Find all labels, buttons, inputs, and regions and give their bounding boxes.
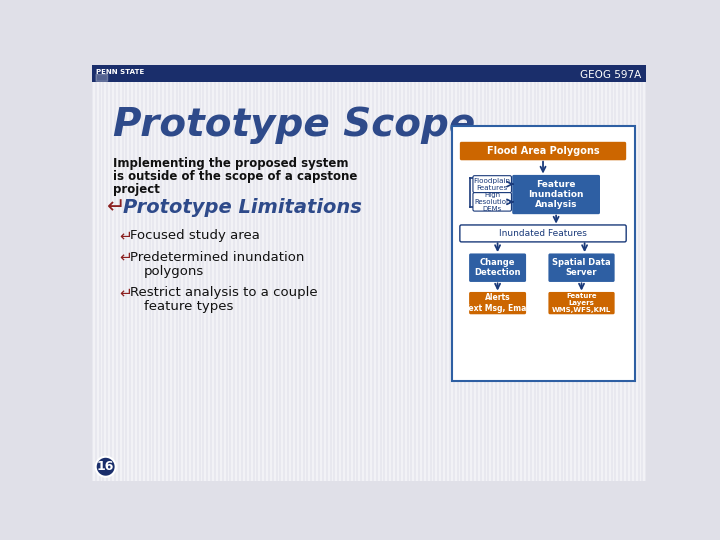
FancyBboxPatch shape [460, 225, 626, 242]
FancyBboxPatch shape [96, 75, 107, 82]
Text: polygons: polygons [144, 265, 204, 278]
FancyBboxPatch shape [549, 292, 615, 314]
Text: Flood Area Polygons: Flood Area Polygons [487, 146, 599, 156]
Text: ↵: ↵ [120, 285, 132, 300]
FancyBboxPatch shape [512, 175, 600, 214]
Text: Prototype Scope: Prototype Scope [113, 106, 476, 144]
Text: Predetermined inundation: Predetermined inundation [130, 251, 305, 264]
Text: Inundated Features: Inundated Features [499, 229, 587, 238]
FancyBboxPatch shape [460, 142, 626, 160]
Text: Prototype Limitations: Prototype Limitations [122, 198, 361, 217]
FancyBboxPatch shape [92, 65, 647, 82]
Text: Feature
Layers
WMS,WFS,KML: Feature Layers WMS,WFS,KML [552, 293, 611, 313]
FancyBboxPatch shape [473, 176, 511, 193]
Text: High
Resolution
DEMs: High Resolution DEMs [474, 192, 510, 212]
FancyBboxPatch shape [452, 126, 636, 381]
Text: ↵: ↵ [120, 228, 132, 243]
Circle shape [96, 457, 116, 477]
Text: Alerts
Text Msg, Email: Alerts Text Msg, Email [464, 293, 531, 313]
Text: PENN STATE: PENN STATE [96, 70, 145, 76]
Text: project: project [113, 183, 161, 196]
Text: Focused study area: Focused study area [130, 230, 260, 242]
Text: is outside of the scope of a capstone: is outside of the scope of a capstone [113, 170, 358, 183]
Text: Feature
Inundation
Analysis: Feature Inundation Analysis [528, 180, 584, 210]
Text: Change
Detection: Change Detection [474, 258, 521, 278]
FancyBboxPatch shape [469, 253, 526, 282]
Text: ↵: ↵ [107, 197, 126, 217]
Text: Spatial Data
Server: Spatial Data Server [552, 258, 611, 278]
Text: GEOG 597A: GEOG 597A [580, 70, 642, 80]
Text: Implementing the proposed system: Implementing the proposed system [113, 157, 349, 170]
Text: Restrict analysis to a couple: Restrict analysis to a couple [130, 286, 318, 299]
Text: ↵: ↵ [120, 250, 132, 265]
Text: 16: 16 [97, 460, 114, 473]
FancyBboxPatch shape [473, 193, 511, 211]
FancyBboxPatch shape [92, 82, 647, 481]
Text: Floodplain
Features: Floodplain Features [474, 178, 510, 191]
FancyBboxPatch shape [469, 292, 526, 314]
Text: feature types: feature types [144, 300, 233, 313]
FancyBboxPatch shape [549, 253, 615, 282]
